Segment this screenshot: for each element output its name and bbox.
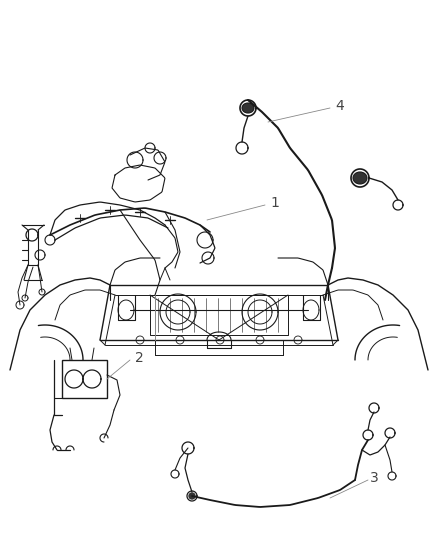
Circle shape — [189, 493, 195, 499]
Text: 3: 3 — [370, 471, 379, 485]
Bar — [62, 360, 107, 398]
Text: 4: 4 — [335, 99, 344, 113]
Text: 1: 1 — [270, 196, 279, 210]
Ellipse shape — [353, 172, 367, 184]
Ellipse shape — [242, 103, 254, 113]
Text: 2: 2 — [135, 351, 144, 365]
